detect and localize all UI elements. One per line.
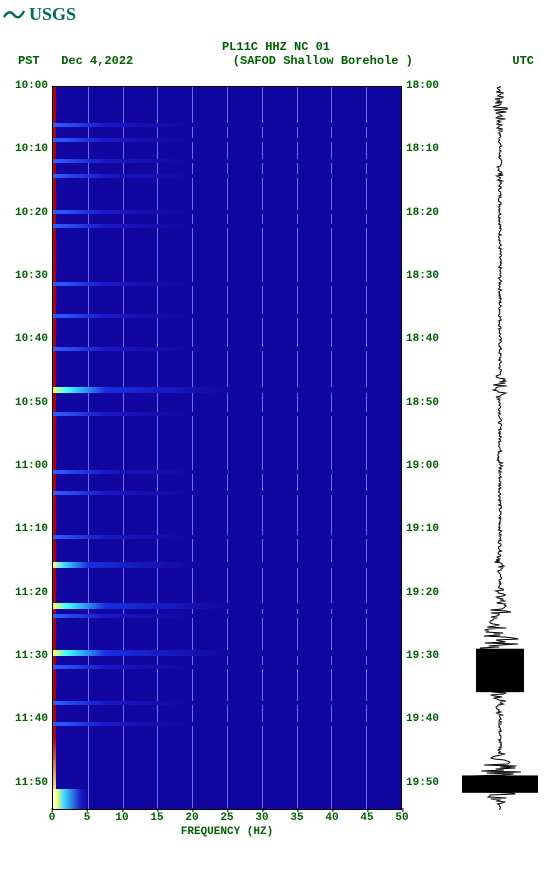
spectrogram-faint-event	[53, 412, 401, 416]
ytick-right: 19:40	[402, 713, 452, 725]
spectrogram-faint-event	[53, 282, 401, 286]
ytick-right: 19:00	[402, 460, 452, 472]
ytick-left: 11:10	[2, 523, 52, 535]
spectrogram-faint-event	[53, 224, 401, 228]
spectrogram-event-band	[53, 650, 401, 656]
station-code: PL11C HHZ NC 01	[0, 40, 552, 54]
ytick-right: 19:10	[402, 523, 452, 535]
station-name: (SAFOD Shallow Borehole )	[233, 54, 413, 68]
ytick-right: 19:50	[402, 777, 452, 789]
spectrogram-event-band	[53, 562, 401, 568]
spectrogram-faint-event	[53, 347, 401, 351]
xtick: 15	[150, 812, 163, 824]
spectrogram-signal-burst	[53, 789, 88, 809]
xtick: 30	[255, 812, 268, 824]
ytick-right: 18:10	[402, 143, 452, 155]
ytick-right: 19:30	[402, 650, 452, 662]
spectrogram-plot	[52, 86, 402, 810]
seismogram-polyline	[471, 86, 532, 810]
ytick-right: 19:20	[402, 587, 452, 599]
spectrogram-faint-event	[53, 470, 401, 474]
ytick-right: 18:00	[402, 80, 452, 92]
usgs-logo: USGS	[3, 3, 76, 25]
ytick-left: 11:40	[2, 713, 52, 725]
spectrogram-faint-event	[53, 665, 401, 669]
xtick: 35	[290, 812, 303, 824]
ytick-left: 10:50	[2, 397, 52, 409]
tz-left-label: PST	[18, 54, 40, 68]
ytick-left: 10:10	[2, 143, 52, 155]
spectrogram-event-band	[53, 603, 401, 609]
spectrogram-faint-event	[53, 701, 401, 705]
ytick-right: 18:20	[402, 207, 452, 219]
ytick-left: 10:40	[2, 333, 52, 345]
spectrogram-faint-event	[53, 535, 401, 539]
xtick: 0	[49, 812, 56, 824]
seismogram-burst-block	[476, 649, 524, 692]
spectrogram-faint-event	[53, 722, 401, 726]
ytick-left: 11:30	[2, 650, 52, 662]
ytick-right: 18:40	[402, 333, 452, 345]
xtick: 5	[84, 812, 91, 824]
xtick: 40	[325, 812, 338, 824]
spectrogram-faint-event	[53, 614, 401, 618]
ytick-right: 18:50	[402, 397, 452, 409]
tz-right-label: UTC	[512, 54, 534, 68]
xtick: 45	[360, 812, 373, 824]
ytick-left: 11:20	[2, 587, 52, 599]
spectrogram-faint-event	[53, 138, 401, 142]
ytick-right: 18:30	[402, 270, 452, 282]
xtick: 20	[185, 812, 198, 824]
xtick: 10	[115, 812, 128, 824]
chart-header: PL11C HHZ NC 01 PST Dec 4,2022 (SAFOD Sh…	[0, 40, 552, 68]
date-label: Dec 4,2022	[61, 54, 133, 68]
spectrogram-faint-event	[53, 123, 401, 127]
ytick-left: 11:00	[2, 460, 52, 472]
spectrogram-faint-event	[53, 314, 401, 318]
spectrogram-event-band	[53, 387, 401, 393]
logo-text: USGS	[29, 4, 76, 25]
ytick-left: 10:00	[2, 80, 52, 92]
xtick: 25	[220, 812, 233, 824]
spectrogram-faint-event	[53, 159, 401, 163]
seismogram-trace	[460, 86, 540, 810]
seismogram-burst-block	[462, 775, 538, 792]
x-axis: FREQUENCY (HZ) 05101520253035404550	[52, 812, 402, 846]
spectrogram-faint-event	[53, 210, 401, 214]
ytick-left: 10:20	[2, 207, 52, 219]
x-axis-label: FREQUENCY (HZ)	[52, 826, 402, 838]
ytick-left: 10:30	[2, 270, 52, 282]
spectrogram-faint-event	[53, 174, 401, 178]
xtick: 50	[395, 812, 408, 824]
spectrogram-faint-event	[53, 491, 401, 495]
ytick-left: 11:50	[2, 777, 52, 789]
